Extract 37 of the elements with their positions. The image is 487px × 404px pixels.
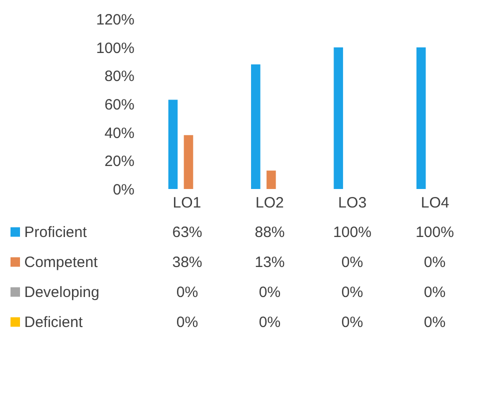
bar <box>266 170 276 189</box>
y-tick-label: 40% <box>104 124 134 142</box>
data-label: 0% <box>176 314 198 331</box>
legend-label: Deficient <box>24 314 84 331</box>
data-label: 100% <box>416 224 454 241</box>
y-tick-label: 60% <box>104 96 134 114</box>
data-label: 0% <box>258 284 281 301</box>
y-tick-label: 80% <box>104 68 134 86</box>
data-label: 13% <box>254 254 285 271</box>
data-label: 0% <box>341 284 364 301</box>
data-label: 100% <box>333 224 372 241</box>
legend-label: Proficient <box>24 224 88 241</box>
data-label: 88% <box>254 224 285 241</box>
data-label: 38% <box>172 254 202 271</box>
y-tick-label: 20% <box>104 153 134 170</box>
data-label: 63% <box>172 224 202 241</box>
data-label: 0% <box>424 254 446 271</box>
bar <box>168 100 178 189</box>
legend-label: Developing <box>24 284 100 301</box>
x-tick-label: LO2 <box>255 194 284 212</box>
bar <box>251 64 260 189</box>
bar <box>334 47 344 189</box>
y-tick-label: 0% <box>112 182 134 198</box>
legend-label: Competent <box>24 254 98 271</box>
data-label: 0% <box>258 314 281 331</box>
x-tick-label: LO4 <box>420 194 450 212</box>
data-label: 0% <box>424 284 446 301</box>
data-label: 0% <box>424 314 446 331</box>
bar <box>184 135 194 189</box>
data-label: 0% <box>176 284 198 301</box>
data-label: 0% <box>341 314 364 331</box>
data-label: 0% <box>341 254 364 271</box>
x-tick-label: LO3 <box>338 194 367 212</box>
x-tick-label: LO1 <box>172 194 202 212</box>
bar <box>416 47 426 189</box>
y-tick-label: 100% <box>96 40 134 57</box>
y-tick-label: 120% <box>96 12 134 28</box>
